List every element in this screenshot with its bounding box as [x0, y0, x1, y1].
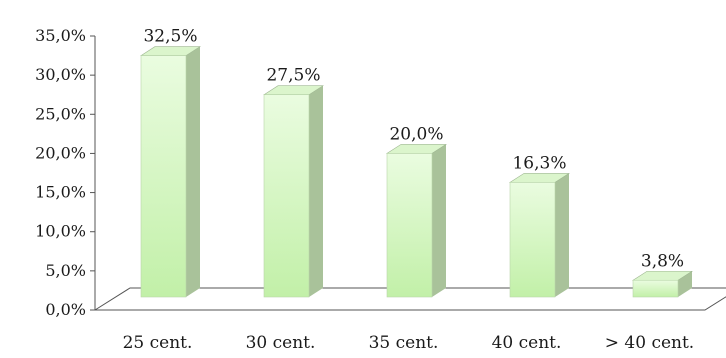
bar-side: [432, 144, 446, 297]
bar-side: [309, 85, 323, 297]
bars: [139, 46, 694, 298]
category-label: 25 cent.: [123, 333, 193, 353]
bar-side: [186, 46, 200, 298]
y-tick-label: 0,0%: [45, 300, 86, 319]
category-label: 30 cent.: [246, 333, 316, 353]
bar: [509, 182, 556, 298]
data-label: 3,8%: [641, 251, 684, 271]
labels: 32,5% 25 cent. 27,5% 30 cent. 20,0% 35 cent. 1…: [123, 27, 695, 353]
category-label: 35 cent.: [369, 333, 439, 353]
data-label: 16,3%: [512, 153, 566, 173]
y-tick-label: 5,0%: [45, 261, 86, 280]
y-tick-label: 20,0%: [35, 143, 86, 162]
bar: [632, 279, 679, 298]
y-tick-label: 15,0%: [35, 183, 86, 202]
data-label: 20,0%: [389, 124, 443, 144]
category-label: 40 cent.: [492, 333, 562, 353]
data-label: 32,5%: [143, 27, 197, 47]
chart-floor: [93, 287, 726, 311]
chart-floor-plane: [93, 287, 726, 311]
y-tick-label: 10,0%: [35, 222, 86, 241]
y-tick-label: 30,0%: [35, 65, 86, 84]
bar: [263, 94, 310, 298]
bar: [386, 153, 433, 298]
data-label: 27,5%: [266, 66, 320, 86]
category-label: > 40 cent.: [605, 333, 694, 353]
y-axis: 0,0% 5,0% 10,0% 15,0% 20,0% 25,0% 30,0% 35,0%: [35, 26, 96, 319]
bar-side: [555, 173, 569, 297]
bar: [140, 55, 187, 298]
y-tick-label: 35,0%: [35, 26, 86, 45]
y-tick-label: 25,0%: [35, 104, 86, 123]
bar-side: [678, 271, 692, 297]
